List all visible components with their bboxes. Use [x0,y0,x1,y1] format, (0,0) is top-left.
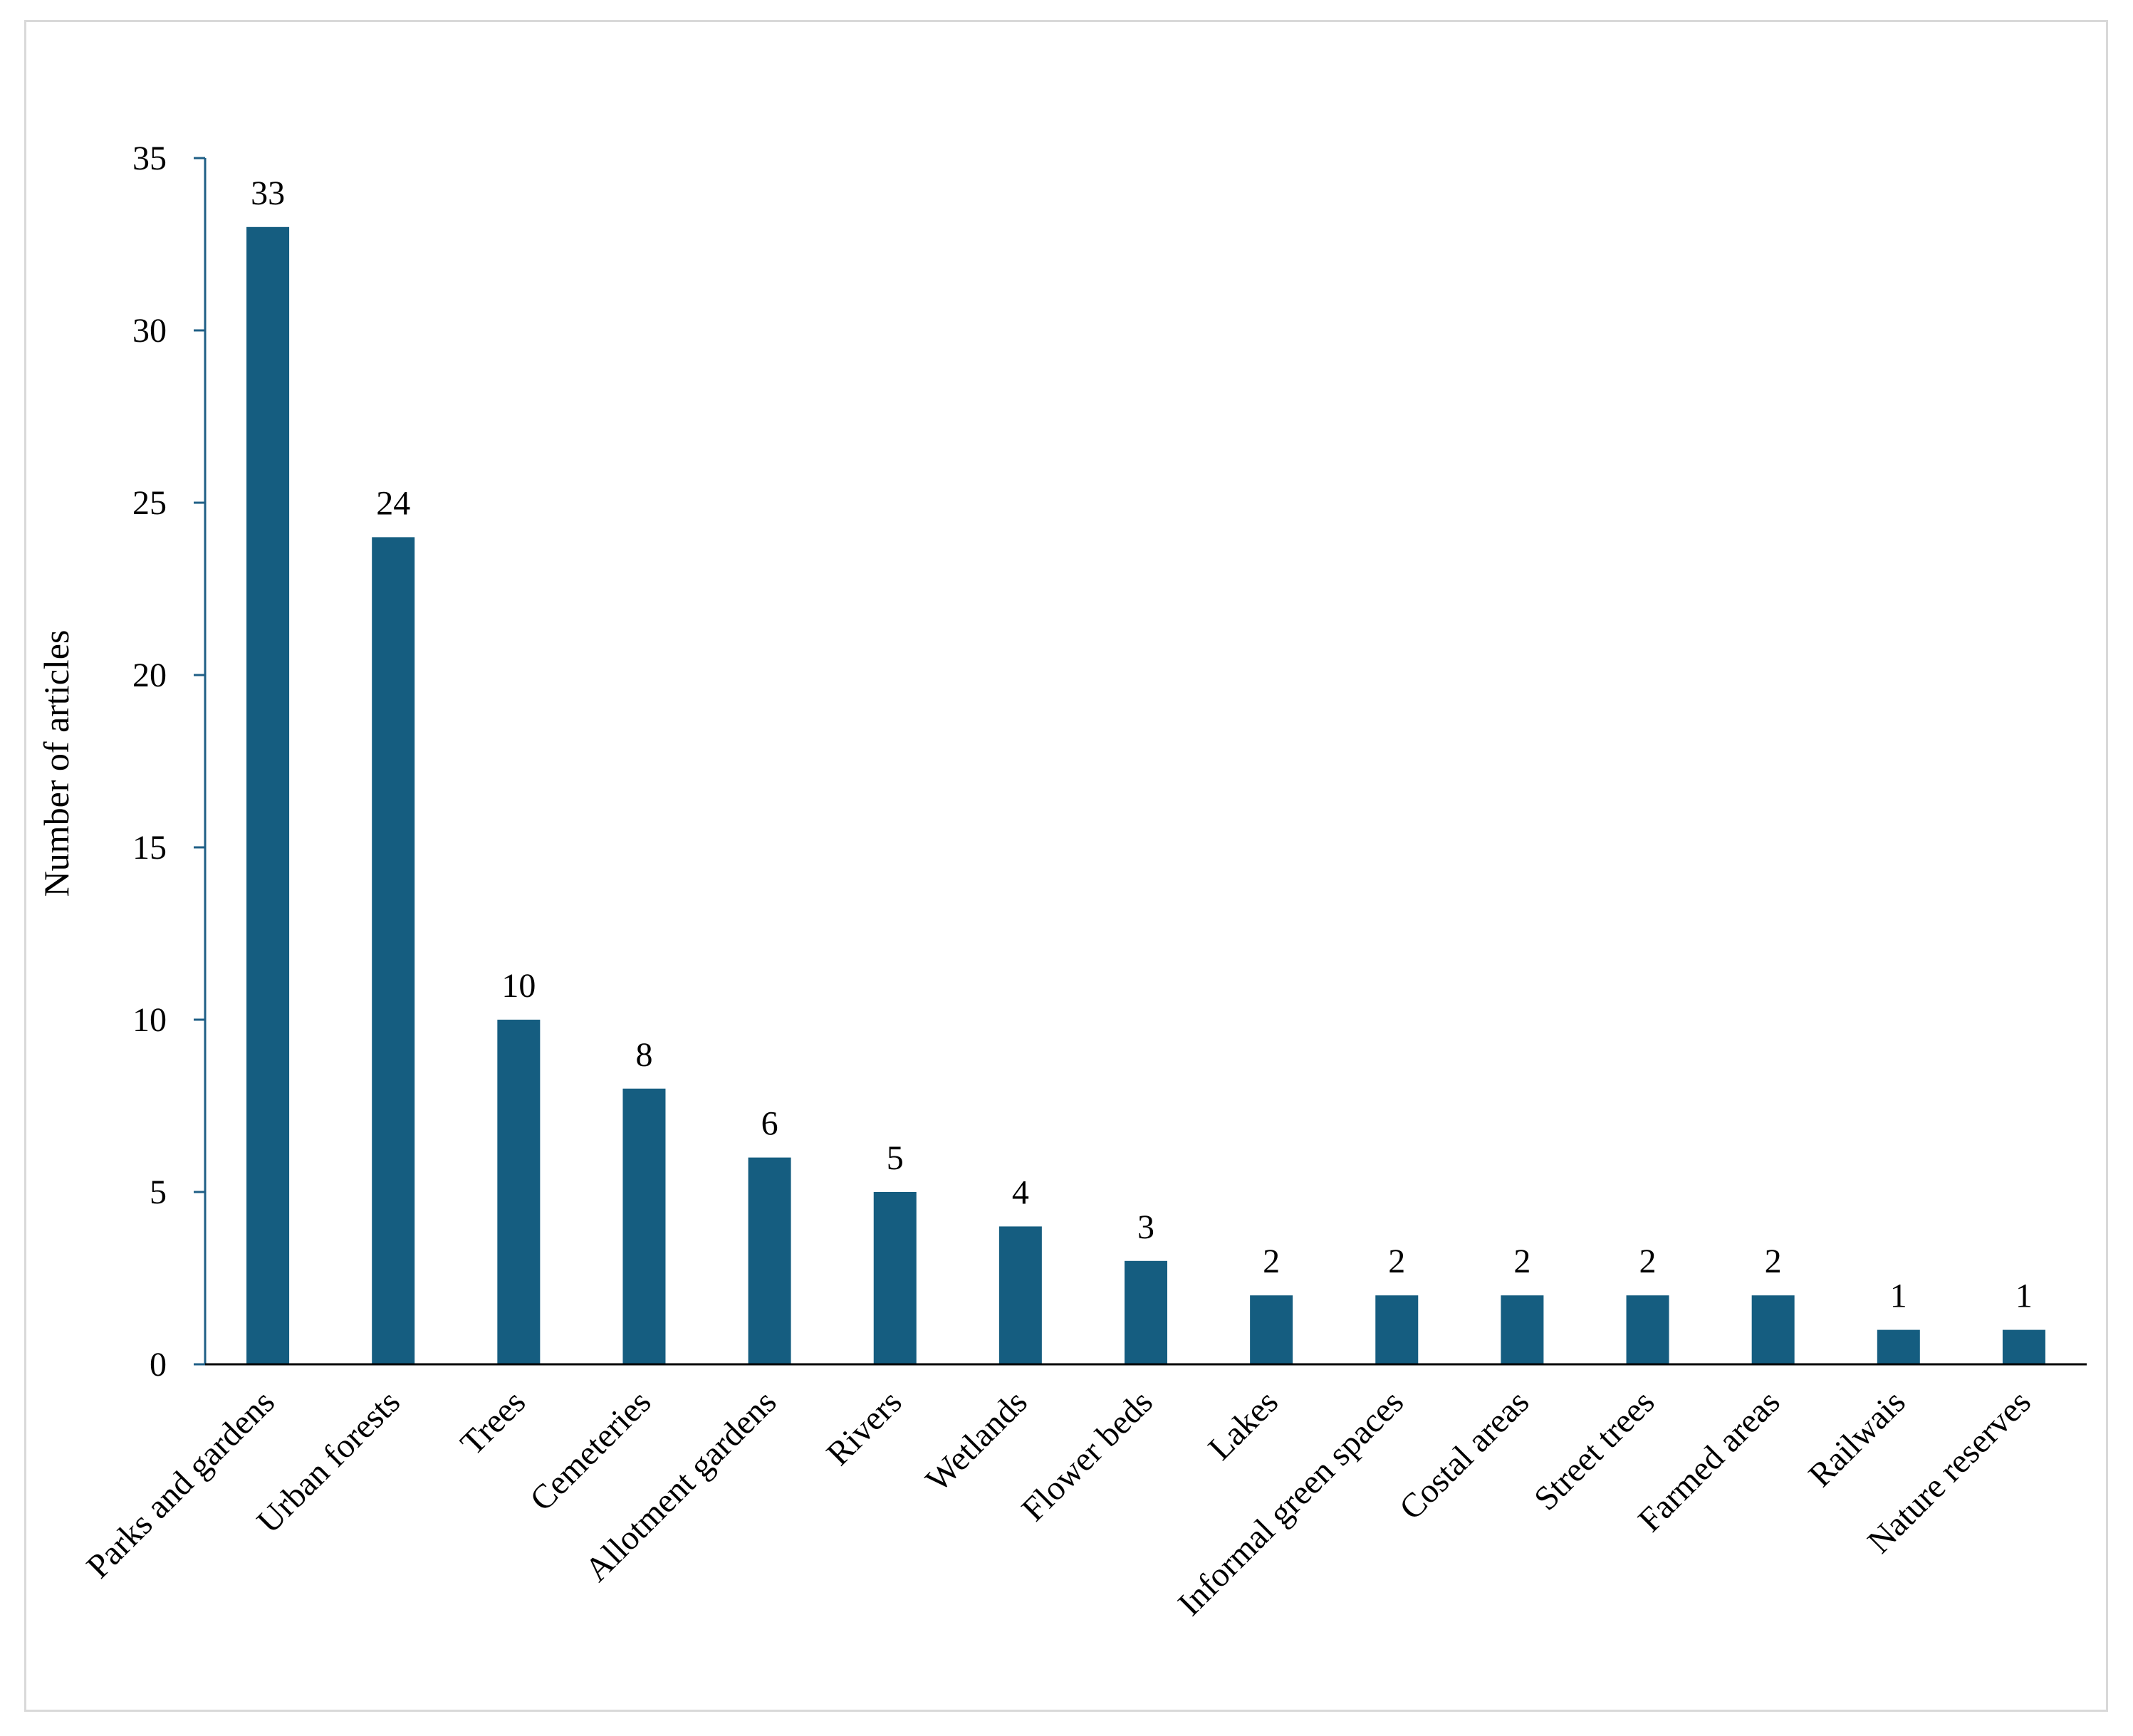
x-tick-label: Trees [453,1383,533,1463]
data-label: 3 [1137,1208,1154,1246]
data-label: 2 [1513,1243,1530,1280]
bar [998,1226,1042,1364]
y-tick-label: 15 [132,829,167,867]
bar [372,537,415,1364]
y-tick-label: 0 [150,1346,167,1384]
data-label: 5 [887,1139,904,1177]
x-tick-label: Wetlands [919,1383,1035,1499]
x-tick-label: Rivers [819,1383,909,1473]
data-label: 6 [761,1105,778,1143]
bar [622,1088,666,1364]
bar [1751,1295,1795,1364]
x-tick-label: Informal green spaces [1171,1383,1411,1623]
x-tick-label: Parks and gardens [79,1383,281,1585]
bar [1626,1295,1669,1364]
data-label: 4 [1012,1173,1029,1211]
bar [1250,1295,1293,1364]
x-tick-label: Street trees [1527,1383,1662,1517]
bar [748,1157,791,1364]
y-tick-label: 35 [132,140,167,177]
data-label: 10 [501,967,536,1005]
data-labels: 33 24 10 8 6 5 4 3 2 2 2 2 2 1 1 [251,174,2033,1315]
y-axis-title: Number of articles [36,630,76,897]
y-axis: 0 5 10 15 20 25 30 35 [132,140,207,1384]
data-label: 24 [376,484,410,522]
data-label: 1 [2015,1277,2033,1315]
y-tick-label: 10 [132,1001,167,1039]
data-label: 2 [1765,1243,1782,1280]
x-tick-label: Cemeteries [523,1383,658,1518]
y-tick-label: 25 [132,484,167,522]
bar [873,1192,917,1364]
bar [1877,1329,1920,1364]
data-label: 2 [1388,1243,1405,1280]
x-tick-label: Costal areas [1392,1383,1536,1527]
bar [1375,1295,1419,1364]
bars [246,226,2045,1364]
bar [2002,1329,2045,1364]
bar [497,1020,541,1364]
data-label: 1 [1890,1277,1907,1315]
bar [1501,1295,1544,1364]
bar [1125,1260,1167,1364]
x-tick-label: Railwais [1801,1383,1912,1494]
bar [246,226,290,1364]
y-tick-label: 5 [150,1173,167,1211]
chart-frame [24,20,2108,1712]
data-label: 8 [635,1036,652,1074]
data-label: 2 [1639,1243,1657,1280]
x-tick-label: Flower beds [1014,1383,1159,1528]
y-tick-label: 20 [132,657,167,694]
x-tick-label: Lakes [1201,1383,1285,1468]
data-label: 2 [1263,1243,1280,1280]
data-label: 33 [251,174,285,212]
y-tick-label: 30 [132,312,167,350]
